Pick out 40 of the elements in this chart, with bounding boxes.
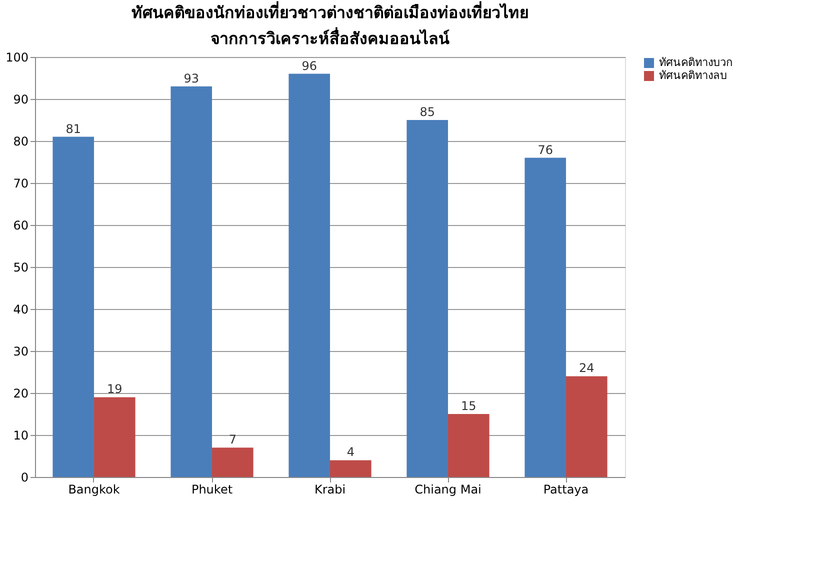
bar xyxy=(94,397,136,477)
bar xyxy=(212,448,254,477)
data-label: 76 xyxy=(538,142,553,157)
y-tick-label: 30 xyxy=(13,344,28,358)
data-label: 85 xyxy=(420,105,435,119)
bar xyxy=(406,120,448,477)
data-label: 15 xyxy=(461,399,476,413)
y-tick-label: 40 xyxy=(13,302,28,316)
bar xyxy=(52,136,94,477)
text: ทัศนคติของนักท่องเที่ยวชาวต่างชาติต่อเมืองท่องเที่ยวไทย xyxy=(132,3,528,22)
bar xyxy=(448,414,490,477)
x-tick-label: Bangkok xyxy=(68,482,120,496)
y-tick-label: 0 xyxy=(20,470,28,484)
bar xyxy=(566,376,608,477)
y-tick-label: 80 xyxy=(13,134,28,148)
bar xyxy=(170,86,212,477)
y-tick-label: 50 xyxy=(13,260,28,274)
bar xyxy=(524,158,566,477)
legend-label: ทัศนคติทางลบ xyxy=(659,69,727,82)
bar xyxy=(288,74,330,477)
data-label: 4 xyxy=(346,445,354,460)
x-tick-label: Krabi xyxy=(314,482,346,496)
x-tick-label: Chiang Mai xyxy=(414,482,482,496)
y-tick-label: 70 xyxy=(13,176,28,190)
x-tick-label: Phuket xyxy=(191,482,233,496)
data-label: 19 xyxy=(107,382,122,396)
bar xyxy=(330,460,372,477)
y-tick-label: 60 xyxy=(13,218,28,232)
y-tick-label: 20 xyxy=(13,386,28,400)
data-label: 81 xyxy=(66,122,81,136)
legend-label: ทัศนคติทางบวก xyxy=(659,56,733,69)
y-tick-label: 100 xyxy=(6,50,28,64)
y-tick-label: 10 xyxy=(13,428,28,442)
data-label: 7 xyxy=(228,432,236,447)
data-label: 24 xyxy=(579,361,594,376)
y-tick-label: 90 xyxy=(13,92,28,106)
data-label: 96 xyxy=(302,58,317,73)
x-tick-label: Pattaya xyxy=(543,482,589,496)
data-label: 93 xyxy=(184,71,199,86)
text: จากการวิเคราะห์สื่อสังคมออนไลน์ xyxy=(210,29,450,48)
